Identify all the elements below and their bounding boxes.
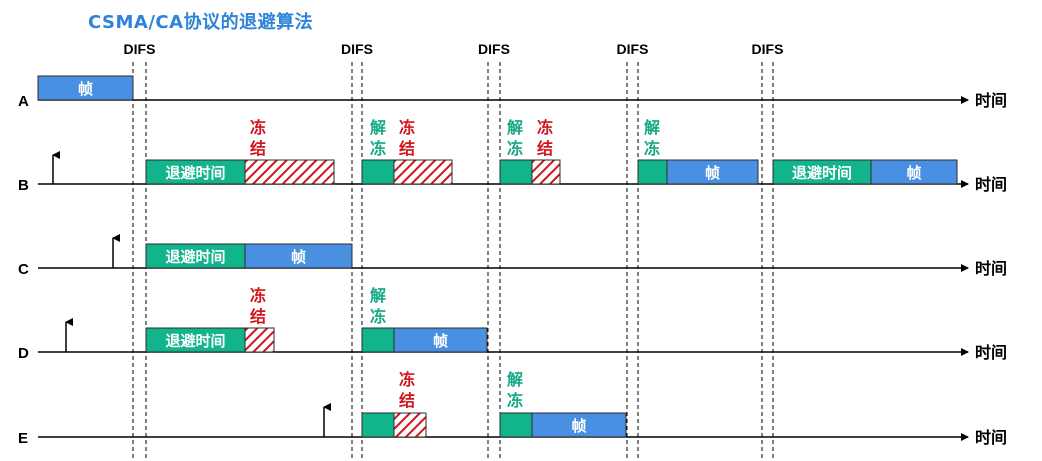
backoff-box-c-12: [145, 243, 246, 269]
thaw-note-10-char-1: 解: [507, 370, 523, 389]
difs-label-1: DIFS: [124, 41, 156, 57]
backoff-box-b-8: [637, 159, 668, 185]
frozen-backoff-d-15: [244, 327, 275, 353]
backoff-box-d-14: [145, 327, 246, 353]
frozen-backoff-e-19: [393, 412, 427, 438]
frame-box-c-13: [244, 243, 353, 269]
backoff-box-c-12-label: 退避时间: [165, 248, 225, 266]
backoff-box-b-10-label: 退避时间: [792, 164, 852, 182]
thaw-note-2-char-1: 解: [370, 118, 386, 137]
difs-label-5: DIFS: [752, 41, 784, 57]
frame-box-d-17: [393, 327, 488, 353]
time-label-a: 时间: [975, 91, 1007, 110]
thaw-note-4-char-1: 解: [507, 118, 523, 137]
station-label-b: B: [18, 177, 29, 194]
frame-box-a-1-label: 帧: [78, 80, 93, 98]
freeze-note-3-char-2: 结: [398, 139, 415, 158]
freeze-note-3-char-1: 冻: [399, 118, 415, 137]
frame-box-e-21: [531, 412, 627, 438]
station-label-d: D: [18, 345, 29, 362]
frame-box-a-1: [37, 75, 134, 101]
backoff-box-d-14-label: 退避时间: [165, 332, 225, 350]
frame-box-b-11-label: 帧: [906, 164, 921, 182]
backoff-box-e-20: [499, 412, 533, 438]
station-label-c: C: [18, 261, 29, 278]
difs-label-2: DIFS: [341, 41, 373, 57]
time-label-d: 时间: [975, 343, 1007, 362]
backoff-box-e-18: [361, 412, 395, 438]
thaw-note-4-char-2: 冻: [507, 139, 523, 158]
frame-box-d-17-label: 帧: [433, 332, 448, 350]
frame-box-b-9-label: 帧: [705, 164, 720, 182]
time-label-b: 时间: [975, 175, 1007, 194]
thaw-note-6-char-2: 冻: [644, 139, 660, 158]
thaw-note-10-char-2: 冻: [507, 391, 523, 410]
thaw-note-2-char-2: 冻: [370, 139, 386, 158]
difs-label-4: DIFS: [617, 41, 649, 57]
thaw-note-8-char-1: 解: [370, 286, 386, 305]
freeze-note-7-char-1: 冻: [250, 286, 266, 305]
frame-box-e-21-label: 帧: [571, 417, 586, 435]
difs-label-3: DIFS: [478, 41, 510, 57]
diagram-title: CSMA/CA协议的退避算法: [88, 12, 314, 33]
freeze-note-9-char-2: 结: [398, 391, 415, 410]
backoff-box-b-6: [499, 159, 533, 185]
time-label-e: 时间: [975, 428, 1007, 447]
frozen-backoff-b-3: [244, 159, 335, 185]
frame-box-c-13-label: 帧: [291, 248, 306, 266]
thaw-note-8-char-2: 冻: [370, 307, 386, 326]
frozen-backoff-b-7: [531, 159, 561, 185]
frozen-backoff-b-5: [393, 159, 453, 185]
frame-box-b-11: [870, 159, 958, 185]
freeze-note-1-char-1: 冻: [250, 118, 266, 137]
frame-box-b-9: [666, 159, 759, 185]
time-label-c: 时间: [975, 259, 1007, 278]
freeze-note-9-char-1: 冻: [399, 370, 415, 389]
difs-layer: [132, 62, 774, 458]
thaw-note-6-char-1: 解: [644, 118, 660, 137]
boxes-layer: [37, 75, 958, 438]
freeze-note-5-char-1: 冻: [537, 118, 553, 137]
station-label-e: E: [18, 430, 28, 447]
station-label-a: A: [18, 93, 29, 110]
backoff-box-b-4: [361, 159, 395, 185]
freeze-note-5-char-2: 结: [536, 139, 553, 158]
backoff-box-b-2-label: 退避时间: [165, 164, 225, 182]
freeze-note-1-char-2: 结: [249, 139, 266, 158]
backoff-box-b-2: [145, 159, 246, 185]
freeze-note-7-char-2: 结: [249, 307, 266, 326]
backoff-box-d-16: [361, 327, 395, 353]
